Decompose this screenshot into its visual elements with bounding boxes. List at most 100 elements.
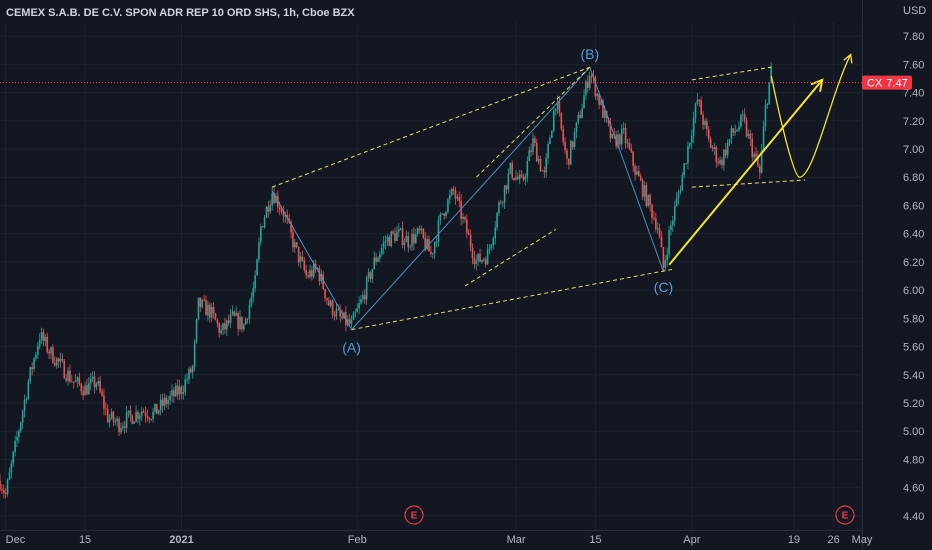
candle-body: [534, 138, 536, 143]
candle-body: [135, 411, 137, 422]
candle-body: [101, 391, 103, 396]
candle-body: [237, 313, 239, 329]
candle-body: [458, 196, 461, 201]
candle-body: [509, 163, 512, 174]
candle-body: [477, 253, 479, 261]
candle-body: [214, 313, 217, 321]
candle-body: [507, 173, 510, 190]
candle-body: [747, 133, 750, 137]
candle-body: [564, 141, 566, 151]
candle-body: [638, 171, 640, 177]
candle-body: [384, 241, 387, 243]
candle-body: [173, 390, 175, 397]
candle-body: [469, 234, 472, 248]
badge-symbol: CX: [867, 78, 883, 90]
candle-body: [517, 176, 519, 180]
candle-body: [397, 229, 400, 232]
candle-body: [373, 257, 376, 270]
candle-body: [191, 366, 194, 373]
candle-body: [407, 235, 410, 248]
candle-body: [343, 312, 345, 319]
candle-body: [326, 298, 328, 301]
candle-body: [227, 320, 230, 324]
candle-body: [630, 148, 633, 152]
candle-body: [428, 239, 430, 252]
earnings-marker[interactable]: [404, 505, 424, 525]
candle-body: [265, 206, 268, 218]
candle-body: [647, 195, 650, 206]
candle-body: [755, 153, 757, 157]
candle-body: [71, 381, 73, 383]
candle-body: [483, 259, 485, 261]
candle-body: [537, 159, 540, 162]
candle-body: [447, 199, 449, 213]
candle-body: [140, 411, 143, 416]
candle-body: [726, 143, 729, 156]
candle-body: [617, 134, 619, 147]
candle-body: [252, 288, 255, 298]
y-axis[interactable]: 7.80 7.60 7.40 7.20 7.00 6.80 6.60 6.40 6.20 6.00…: [862, 0, 925, 550]
candle-body: [205, 300, 207, 316]
channel-line: [476, 66, 591, 178]
candle-body: [197, 297, 200, 320]
candle-body: [169, 395, 171, 400]
candle-body: [430, 251, 432, 254]
earnings-marker[interactable]: [835, 505, 855, 525]
candle-body: [730, 128, 733, 139]
candle-body: [99, 381, 101, 392]
candle-body: [329, 300, 332, 306]
candle-body: [454, 190, 457, 199]
candle-body: [764, 105, 767, 127]
candle-body: [229, 314, 232, 324]
candle-body: [303, 260, 306, 271]
candle-body: [724, 149, 727, 156]
x-axis[interactable]: Dec 15 2021 Feb Mar 15 Apr 19 26 May: [0, 530, 873, 547]
candle-body: [328, 300, 330, 306]
candle-body: [740, 115, 742, 127]
y-tick-label: 4.80: [903, 454, 924, 466]
x-tick-label: 19: [788, 534, 800, 546]
candle-body: [35, 354, 37, 359]
x-tick-label: Dec: [6, 534, 26, 546]
candle-body: [396, 231, 398, 241]
candle-body: [188, 368, 190, 380]
candle-body: [551, 130, 553, 138]
candle-body: [246, 318, 249, 320]
candle-body: [108, 418, 111, 423]
y-tick-label: 6.80: [903, 172, 924, 184]
candle-body: [658, 228, 661, 237]
candle-body: [583, 95, 585, 109]
candle-body: [445, 212, 447, 217]
candle-body: [50, 347, 52, 354]
candle-body: [621, 128, 623, 145]
candle-body: [178, 386, 181, 395]
candle-body: [363, 295, 366, 300]
candle-body: [44, 336, 47, 342]
candle-body: [732, 128, 735, 133]
candle-body: [122, 426, 124, 429]
y-tick-label: 5.80: [903, 313, 924, 325]
candle-body: [37, 345, 39, 355]
candle-body: [388, 237, 391, 246]
channel-line: [351, 268, 675, 331]
candle-body: [312, 263, 315, 277]
candle-body: [449, 194, 451, 200]
candle-body: [549, 137, 551, 145]
candle-body: [518, 174, 521, 180]
candle-body: [562, 128, 565, 142]
candle-body: [664, 260, 667, 268]
candle-body: [105, 408, 107, 410]
candle-body: [55, 358, 58, 366]
candle-body: [25, 398, 28, 400]
candle-body: [522, 176, 525, 180]
channel-line: [464, 228, 557, 287]
candle-body: [486, 249, 489, 265]
candle-body: [174, 385, 177, 397]
candle-body: [639, 176, 642, 181]
candle-body: [600, 100, 602, 105]
candle-body: [254, 275, 256, 289]
candle-body: [203, 299, 205, 301]
x-tick-label: 2021: [169, 534, 193, 546]
candle-body: [672, 220, 674, 226]
